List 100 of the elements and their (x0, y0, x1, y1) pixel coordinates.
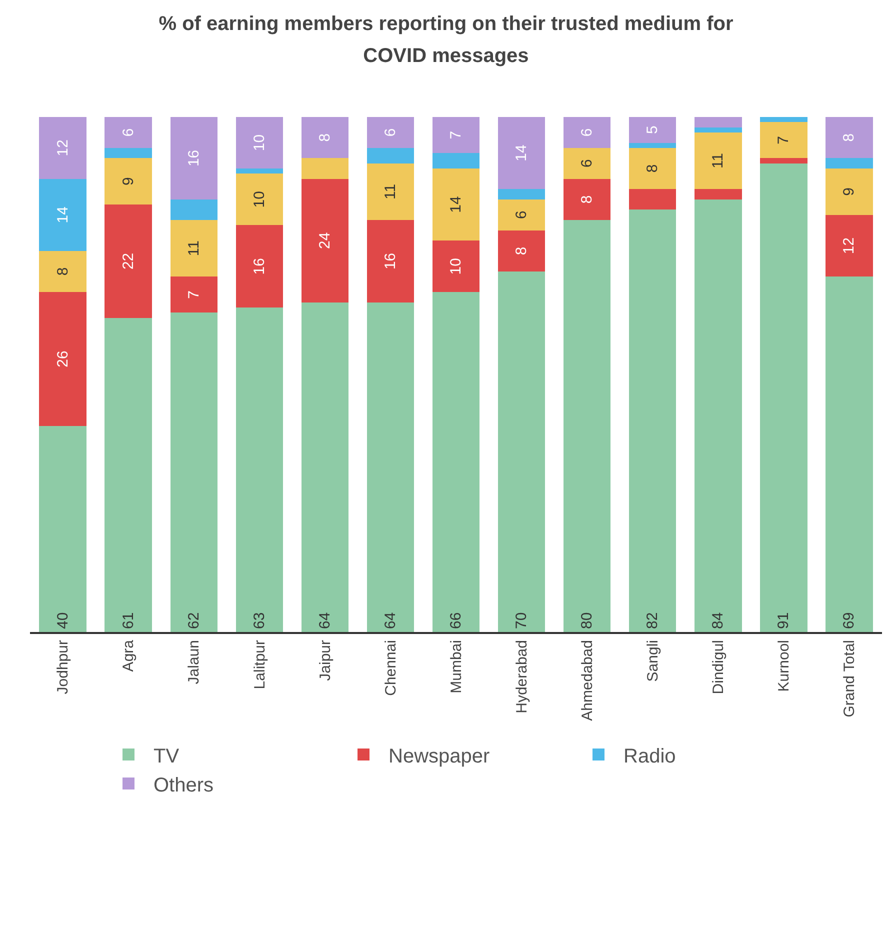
data-label: 80 (578, 612, 596, 629)
x-tick-label: Mumbai (448, 640, 465, 694)
data-label: 10 (250, 134, 268, 152)
data-label: 91 (775, 612, 792, 629)
data-label: 8 (54, 267, 72, 276)
data-label: 64 (316, 612, 334, 629)
bar (104, 158, 152, 205)
bar (760, 122, 808, 158)
bar (170, 276, 218, 313)
bar (104, 318, 152, 632)
data-label: 11 (185, 240, 202, 256)
bar (760, 158, 808, 164)
bar (236, 117, 283, 168)
data-label: 26 (54, 350, 72, 368)
bar (236, 308, 283, 632)
bar (170, 199, 218, 220)
bar (432, 240, 480, 292)
bar (366, 302, 414, 632)
x-tick-label: Jalaun (186, 640, 203, 684)
data-label: 64 (382, 612, 399, 629)
data-label: 16 (185, 150, 202, 167)
data-label: 40 (54, 612, 72, 629)
bar (39, 117, 86, 179)
bar (498, 117, 546, 190)
bar (826, 117, 873, 158)
data-label: 61 (120, 612, 137, 629)
bar (629, 189, 676, 210)
data-label: 24 (316, 232, 334, 249)
bar (170, 117, 218, 200)
bar (694, 199, 742, 632)
data-label: 6 (578, 128, 596, 137)
bar (826, 158, 873, 168)
bar (629, 142, 676, 148)
data-label: 69 (840, 612, 858, 629)
data-label: 14 (513, 144, 530, 162)
x-tick-label: Ahmedabad (578, 640, 596, 721)
bar (432, 153, 480, 168)
data-label: 22 (120, 252, 137, 270)
bar (432, 292, 480, 632)
bar (236, 174, 283, 226)
bar (301, 302, 349, 632)
bar (498, 272, 546, 632)
bar (563, 148, 611, 179)
bar (366, 163, 414, 220)
bar (104, 204, 152, 318)
bar (694, 189, 742, 200)
data-label: 9 (840, 188, 858, 196)
x-tick-label: Sangli (644, 640, 662, 682)
x-tick-label: Dindigul (710, 640, 728, 694)
bar (39, 292, 86, 426)
bar (760, 163, 808, 632)
legend-label: TV (154, 745, 180, 768)
bar (498, 230, 546, 272)
data-label: 5 (644, 126, 662, 134)
bar (432, 117, 480, 154)
bar (432, 168, 480, 241)
legend-label: Radio (624, 745, 676, 768)
data-label: 66 (448, 612, 464, 629)
bar (694, 117, 742, 128)
bar (366, 220, 414, 302)
x-tick-label: Kurnool (776, 640, 793, 692)
bar (498, 189, 546, 200)
bar (694, 132, 742, 190)
data-label: 7 (448, 130, 464, 140)
bar (760, 117, 808, 122)
bar (39, 178, 86, 251)
data-label: 11 (710, 152, 727, 169)
data-label: 8 (578, 195, 596, 204)
x-tick-label: Jodhpur (54, 640, 72, 694)
data-label: 16 (250, 258, 268, 275)
data-label: 6 (382, 128, 399, 137)
data-label: 8 (316, 133, 334, 142)
data-label: 8 (513, 246, 530, 256)
bar (301, 158, 349, 179)
bar (563, 220, 611, 632)
data-label: 8 (644, 164, 662, 173)
bar (563, 178, 611, 220)
data-label: 14 (448, 196, 464, 213)
data-label: 70 (513, 612, 530, 629)
bar (39, 426, 86, 632)
x-tick-label: Lalitpur (251, 640, 268, 690)
data-label: 11 (382, 184, 399, 200)
bar (826, 276, 873, 632)
bar (366, 148, 414, 164)
data-label: 14 (54, 206, 72, 224)
bar (694, 127, 742, 132)
x-tick-label: Agra (120, 639, 138, 672)
data-label: 7 (185, 290, 202, 299)
legend-label: Others (154, 774, 214, 796)
bar (39, 250, 86, 292)
bar (366, 117, 414, 148)
data-label: 84 (710, 612, 727, 629)
x-tick-label: Chennai (382, 640, 400, 696)
bar (301, 178, 349, 302)
bar (826, 214, 873, 277)
data-label: 16 (382, 252, 399, 270)
bar (104, 117, 152, 148)
data-label: 10 (448, 258, 464, 275)
legend-label: Newspaper (388, 745, 490, 768)
bar (629, 210, 676, 632)
